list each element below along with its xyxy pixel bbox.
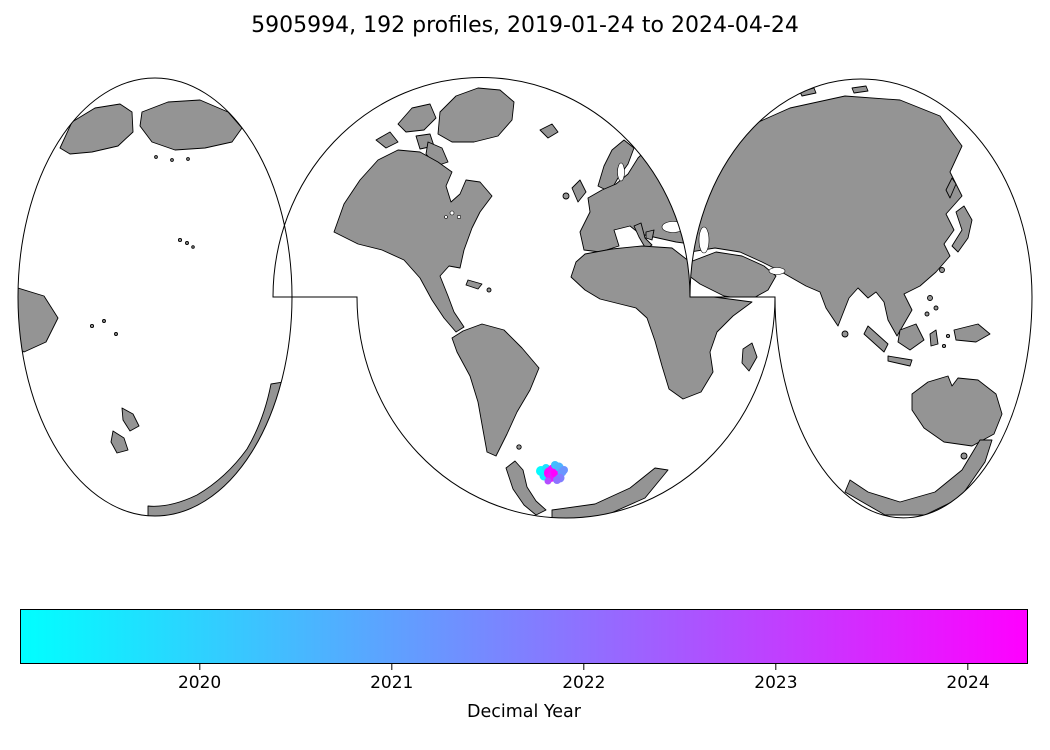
colorbar-tick-label: 2021: [370, 673, 414, 693]
sakhalin: [945, 177, 957, 199]
antarctica-fragment-pacific: [147, 381, 284, 516]
philippines: [924, 295, 939, 317]
ireland: [562, 192, 570, 200]
continents-asia-lobe: [690, 85, 1003, 516]
iceland: [539, 123, 559, 139]
japan: [951, 205, 973, 253]
colorbar-tick: [583, 664, 585, 670]
profile-scatter-cluster: [536, 461, 568, 485]
sulawesi: [929, 329, 939, 347]
colorbar-gradient: [20, 609, 1028, 664]
tasmania: [960, 452, 968, 460]
persian-gulf: [768, 267, 786, 275]
pacific-islands: [89, 319, 118, 336]
asia-mainland: [690, 95, 963, 337]
projection-outlines: [17, 76, 1033, 519]
colorbar-axis-label: Decimal Year: [467, 702, 581, 722]
continents-pacific-lobe: [18, 99, 284, 516]
madagascar: [741, 342, 758, 372]
great-lakes: [444, 210, 461, 220]
antarctica-fragment-atlantic-east: [551, 467, 669, 518]
colorbar-tick-label: 2020: [177, 673, 222, 693]
new-zealand-north: [121, 407, 140, 432]
baltic-sea: [617, 162, 625, 182]
hawaii-islands: [177, 237, 195, 249]
antarctica-fragment-asia: [844, 439, 993, 516]
arctic-islands-siberia: [799, 85, 869, 97]
caspian-sea: [698, 226, 710, 254]
south-america: [451, 323, 540, 457]
world-map: [17, 76, 1033, 519]
new-zealand-south: [110, 430, 129, 454]
greece: [645, 229, 655, 241]
continents-atlantic-lobe: [333, 87, 758, 518]
colorbar-tick: [967, 664, 969, 670]
hispaniola: [486, 287, 492, 293]
alaska: [139, 99, 243, 151]
new-guinea: [953, 323, 991, 343]
falkland-islands: [516, 444, 522, 450]
arabia: [690, 251, 777, 301]
moluccas: [941, 333, 951, 349]
aleutian-islands: [154, 155, 190, 162]
colorbar-tick-label: 2023: [754, 673, 798, 693]
great-britain: [571, 179, 587, 203]
australia: [911, 375, 1003, 447]
antarctica-fragment-atlantic-west: [424, 487, 506, 518]
sri-lanka: [841, 330, 849, 338]
sumatra: [863, 325, 889, 353]
java: [887, 355, 913, 367]
colorbar-axis: 2020 2021 2022 2023 2024: [20, 664, 1028, 706]
asia-lobe-outline: [689, 78, 1033, 519]
ne-siberia: [59, 103, 134, 155]
antarctic-peninsula: [505, 460, 547, 516]
svalbard: [597, 93, 613, 102]
colorbar-tick: [198, 664, 201, 670]
cuba: [465, 279, 483, 290]
profile-dot: [560, 466, 568, 474]
colorbar: [20, 609, 1028, 664]
colorbar-tick: [391, 664, 393, 670]
italy: [633, 222, 653, 250]
profile-dot: [553, 476, 561, 484]
colorbar-tick-label: 2022: [562, 673, 606, 693]
greenland: [437, 87, 515, 143]
melanesia-fragment: [18, 287, 59, 353]
borneo: [897, 323, 925, 351]
figure-title: 5905994, 192 profiles, 2019-01-24 to 202…: [251, 13, 799, 38]
colorbar-tick-label: 2024: [946, 673, 990, 693]
colorbar-tick: [775, 664, 777, 670]
north-america: [333, 149, 493, 333]
taiwan: [939, 267, 945, 273]
profile-dot: [544, 477, 552, 485]
